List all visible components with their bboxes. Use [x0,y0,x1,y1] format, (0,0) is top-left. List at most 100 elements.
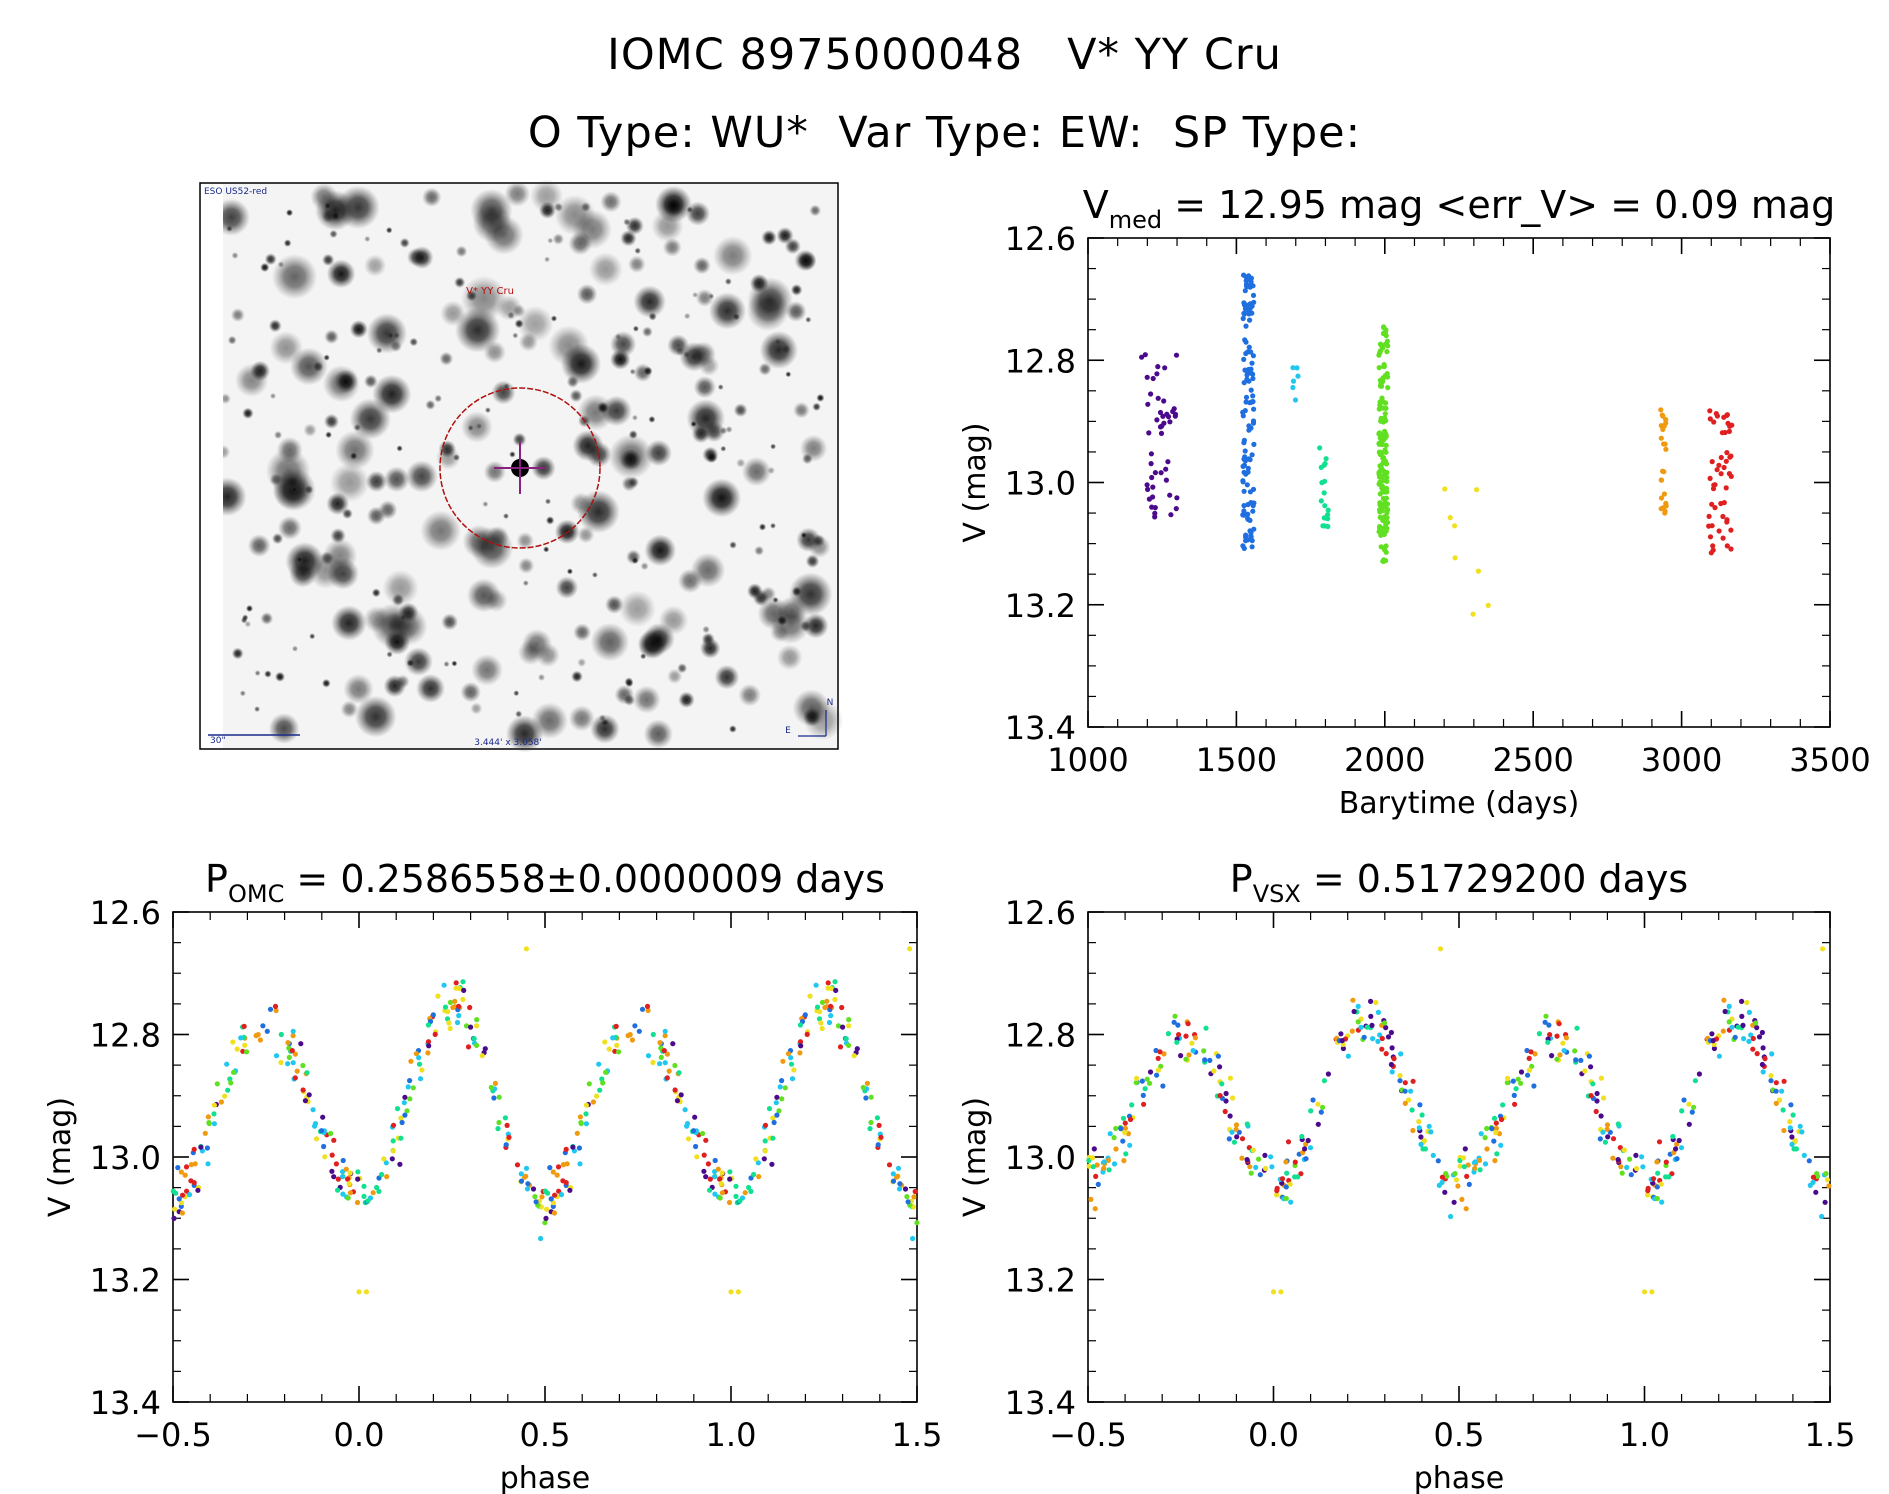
data-point [1315,1101,1321,1107]
data-point [735,1289,742,1295]
star [685,201,711,226]
title-subscript: VSX [1253,880,1301,908]
star [631,414,638,421]
data-point [1376,406,1382,412]
data-point [356,1289,362,1295]
star [329,462,370,503]
data-point [1155,1055,1161,1061]
data-point [1442,486,1448,492]
star [285,209,294,217]
data-point [1292,397,1299,403]
x-tick-label: −0.5 [134,1416,212,1454]
star [640,653,647,660]
star [231,647,244,660]
data-point [1086,1157,1092,1164]
data-point [629,1037,636,1043]
data-point [1756,1034,1763,1040]
scale-label: 30" [210,736,226,746]
data-point [1245,511,1251,517]
star [708,292,747,330]
data-point [1250,508,1256,514]
data-point [576,1145,583,1151]
star [651,210,684,243]
star [683,312,691,320]
data-point [661,1048,667,1054]
data-point [1105,1157,1112,1163]
title-subscript: OMC [228,880,284,908]
data-point [518,1178,525,1184]
data-point [1460,1155,1467,1161]
data-point [1505,1075,1511,1081]
data-point [456,1003,462,1009]
star [576,490,620,534]
x-tick-label: 2500 [1492,741,1573,779]
data-point [600,1080,606,1086]
star [713,235,753,276]
data-point [1466,1181,1472,1187]
data-point [832,979,838,985]
x-tick-label: 1.5 [892,1416,943,1454]
data-point [1325,507,1331,513]
data-point [1152,505,1158,511]
phase-vsx-panel: −0.5 0.0 0.5 1.0 1.5 12.6 12.8 13.0 13.2 13.4 phas… [958,857,1855,1494]
data-point [479,1053,485,1059]
data-point [1240,463,1246,469]
data-point [1127,1142,1133,1148]
data-point [657,1040,663,1046]
data-point [407,1078,413,1084]
data-point [1250,420,1257,426]
star [455,245,468,258]
data-point [1455,1183,1461,1189]
data-point [1270,1289,1277,1295]
star [321,678,331,688]
data-point [329,1152,335,1158]
data-point [435,993,441,999]
data-point [1658,477,1665,483]
x-tick-label: 0.0 [1248,1416,1299,1454]
data-point [1118,1126,1124,1132]
data-point [712,1157,718,1164]
data-point [1663,417,1669,423]
star [816,393,825,402]
data-point [416,1061,423,1067]
data-point [1787,1119,1793,1125]
star [484,407,491,414]
data-point [650,1059,656,1066]
data-point [1111,1161,1118,1167]
data-point [1673,1146,1679,1152]
data-point [1165,414,1172,420]
data-point [290,1060,296,1066]
plot-title: POMC = 0.2586558±0.0000009 days [205,857,885,908]
data-point [1381,324,1387,330]
data-point [1621,1147,1627,1153]
data-point [1659,1199,1665,1205]
data-point [560,1162,567,1168]
data-point [1728,473,1734,479]
spectral-type: SP Type: [1172,108,1362,158]
data-point [1526,1055,1532,1061]
star [271,254,318,300]
aperture-circle [439,387,601,549]
data-point [1658,435,1664,441]
star [544,256,551,263]
data-point [1383,418,1389,424]
data-point [238,1035,244,1041]
data-point [1323,456,1329,462]
data-point [1161,1051,1167,1057]
star [620,230,637,247]
star [460,275,507,322]
data-point [733,1193,739,1199]
data-point [771,1119,777,1126]
data-point [222,1093,228,1099]
data-point [394,1106,401,1112]
data-point [1310,1097,1316,1103]
data-point [355,1176,361,1182]
data-point [1453,1177,1460,1183]
data-point [762,1148,768,1154]
data-point [1768,1073,1774,1079]
star [269,392,277,400]
data-point [742,1190,748,1196]
data-point [1435,1158,1441,1164]
data-point [837,1044,844,1050]
data-point [1732,1034,1738,1040]
